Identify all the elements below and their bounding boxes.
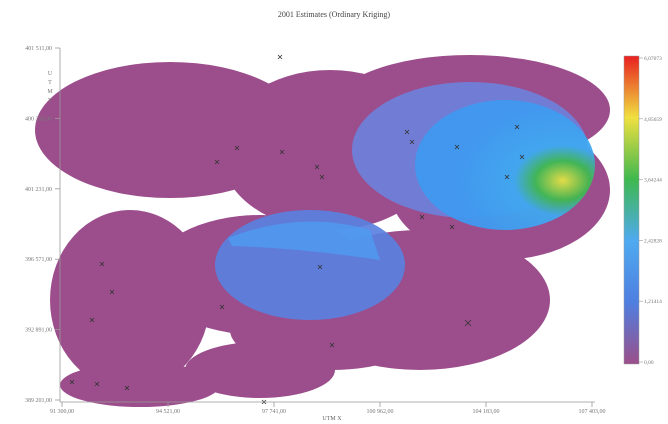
y-axis-label-char: Y [48,98,53,104]
colorbar-tick-label: 3,64244 [644,178,662,184]
estimate-surface-mid [215,210,405,320]
colorbar [623,55,640,365]
y-tick-label: 389 201,00 [25,398,52,404]
colorbar-tick-label: 2,42828 [644,238,662,244]
estimate-surface-high [352,82,595,230]
x-tick-labels: 91 300,00 94 521,00 97 741,00 100 962,00 104… [50,409,606,415]
y-tick-labels: 401 511,00 400 350,00 401 231,00 396 571,00… [25,46,52,404]
y-tick-label: 392 891,00 [25,328,52,334]
x-tick-marks [61,402,593,407]
y-tick-label: 401 511,00 [25,46,52,52]
chart-title: 2001 Estimates (Ordinary Kriging) [277,10,391,19]
colorbar-tick-label: 4,85659 [644,117,662,123]
colorbar-tick-label: 6,07073 [644,56,662,62]
y-axis-label-char: T [48,80,52,86]
x-tick-label: 97 741,00 [262,409,286,415]
colorbar-labels: 0,00 1,21414 2,42828 3,64244 4,85659 6,07073 [639,56,662,366]
y-tick-label: 396 571,00 [25,257,52,263]
colorbar-tick-label: 0,00 [644,360,654,366]
y-axis-label-char: M [47,89,53,95]
axes [59,48,595,403]
y-tick-label: 400 350,00 [25,116,52,122]
x-tick-label: 94 521,00 [156,409,180,415]
x-tick-label: 107 403,00 [579,409,606,415]
y-axis-label-char: U [48,71,53,77]
x-tick-label: 104 183,00 [473,409,500,415]
y-tick-marks [55,47,60,401]
x-tick-label: 91 300,00 [50,409,74,415]
colorbar-tick-label: 1,21414 [644,299,662,305]
x-axis-label: UTM X [322,416,342,422]
x-tick-label: 100 962,00 [367,409,394,415]
y-tick-label: 401 231,00 [25,187,52,193]
sample-points [69,54,525,405]
